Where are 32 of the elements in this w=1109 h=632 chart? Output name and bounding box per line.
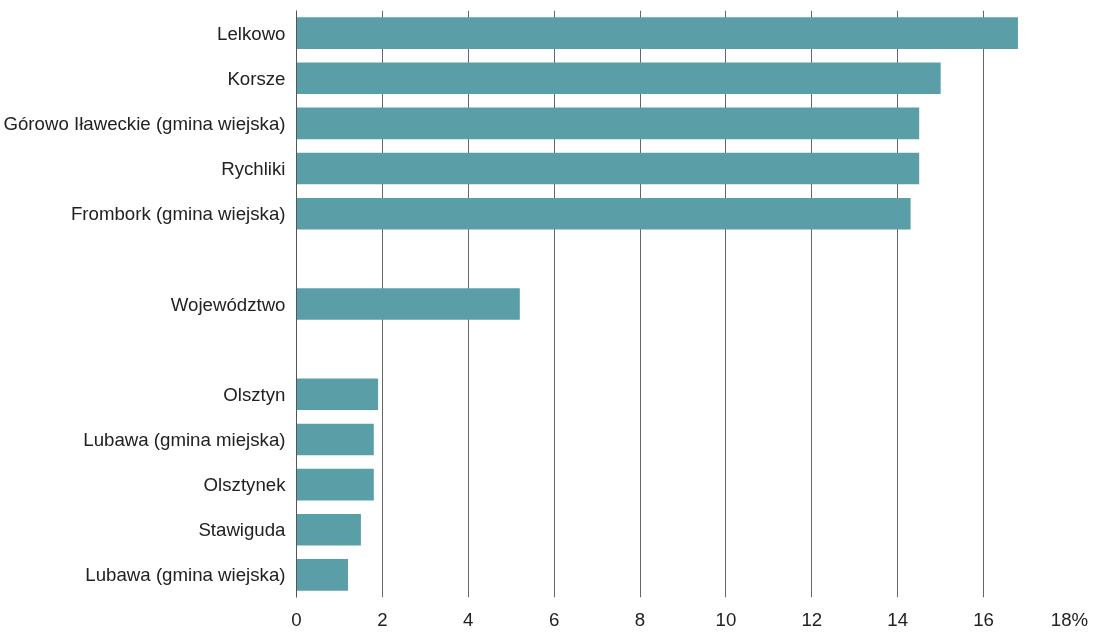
x-tick-label: 0 <box>291 608 302 630</box>
x-tick-label: 16 <box>973 608 994 630</box>
bar <box>296 513 361 546</box>
bar <box>296 152 920 185</box>
y-tick-label: Stawiguda <box>198 519 287 541</box>
bar <box>296 197 911 230</box>
y-tick-label: Rychliki <box>221 158 286 180</box>
x-tick-label: 6 <box>548 608 560 630</box>
x-tick-label: 4 <box>463 608 474 630</box>
y-tick-label: Lubawa (gmina miejska) <box>83 428 286 450</box>
bar <box>296 62 941 95</box>
y-tick-label: Górowo Iławeckie (gmina wiejska) <box>3 112 286 134</box>
bar <box>296 559 349 591</box>
y-tick-label: Lelkowo <box>217 22 286 44</box>
bar <box>296 378 379 411</box>
x-tick-label: 8 <box>634 608 646 630</box>
bar <box>296 17 1018 49</box>
y-tick-label: Województwo <box>170 293 286 315</box>
bar <box>296 107 920 140</box>
y-tick-label: Olsztynek <box>203 474 287 496</box>
y-tick-label: Olsztyn <box>223 383 286 405</box>
y-tick-label: Korsze <box>227 67 286 89</box>
y-tick-label: Frombork (gmina wiejska) <box>70 203 286 225</box>
x-tick-label: 14 <box>887 608 909 630</box>
bar <box>296 468 374 501</box>
bar <box>296 288 520 320</box>
x-tick-label: 10 <box>715 608 737 630</box>
x-tick-label: 18% <box>1050 608 1089 630</box>
x-tick-label: 12 <box>801 608 823 630</box>
y-tick-label: Lubawa (gmina wiejska) <box>85 564 286 586</box>
x-tick-label: 2 <box>377 608 388 630</box>
bar <box>296 423 374 456</box>
